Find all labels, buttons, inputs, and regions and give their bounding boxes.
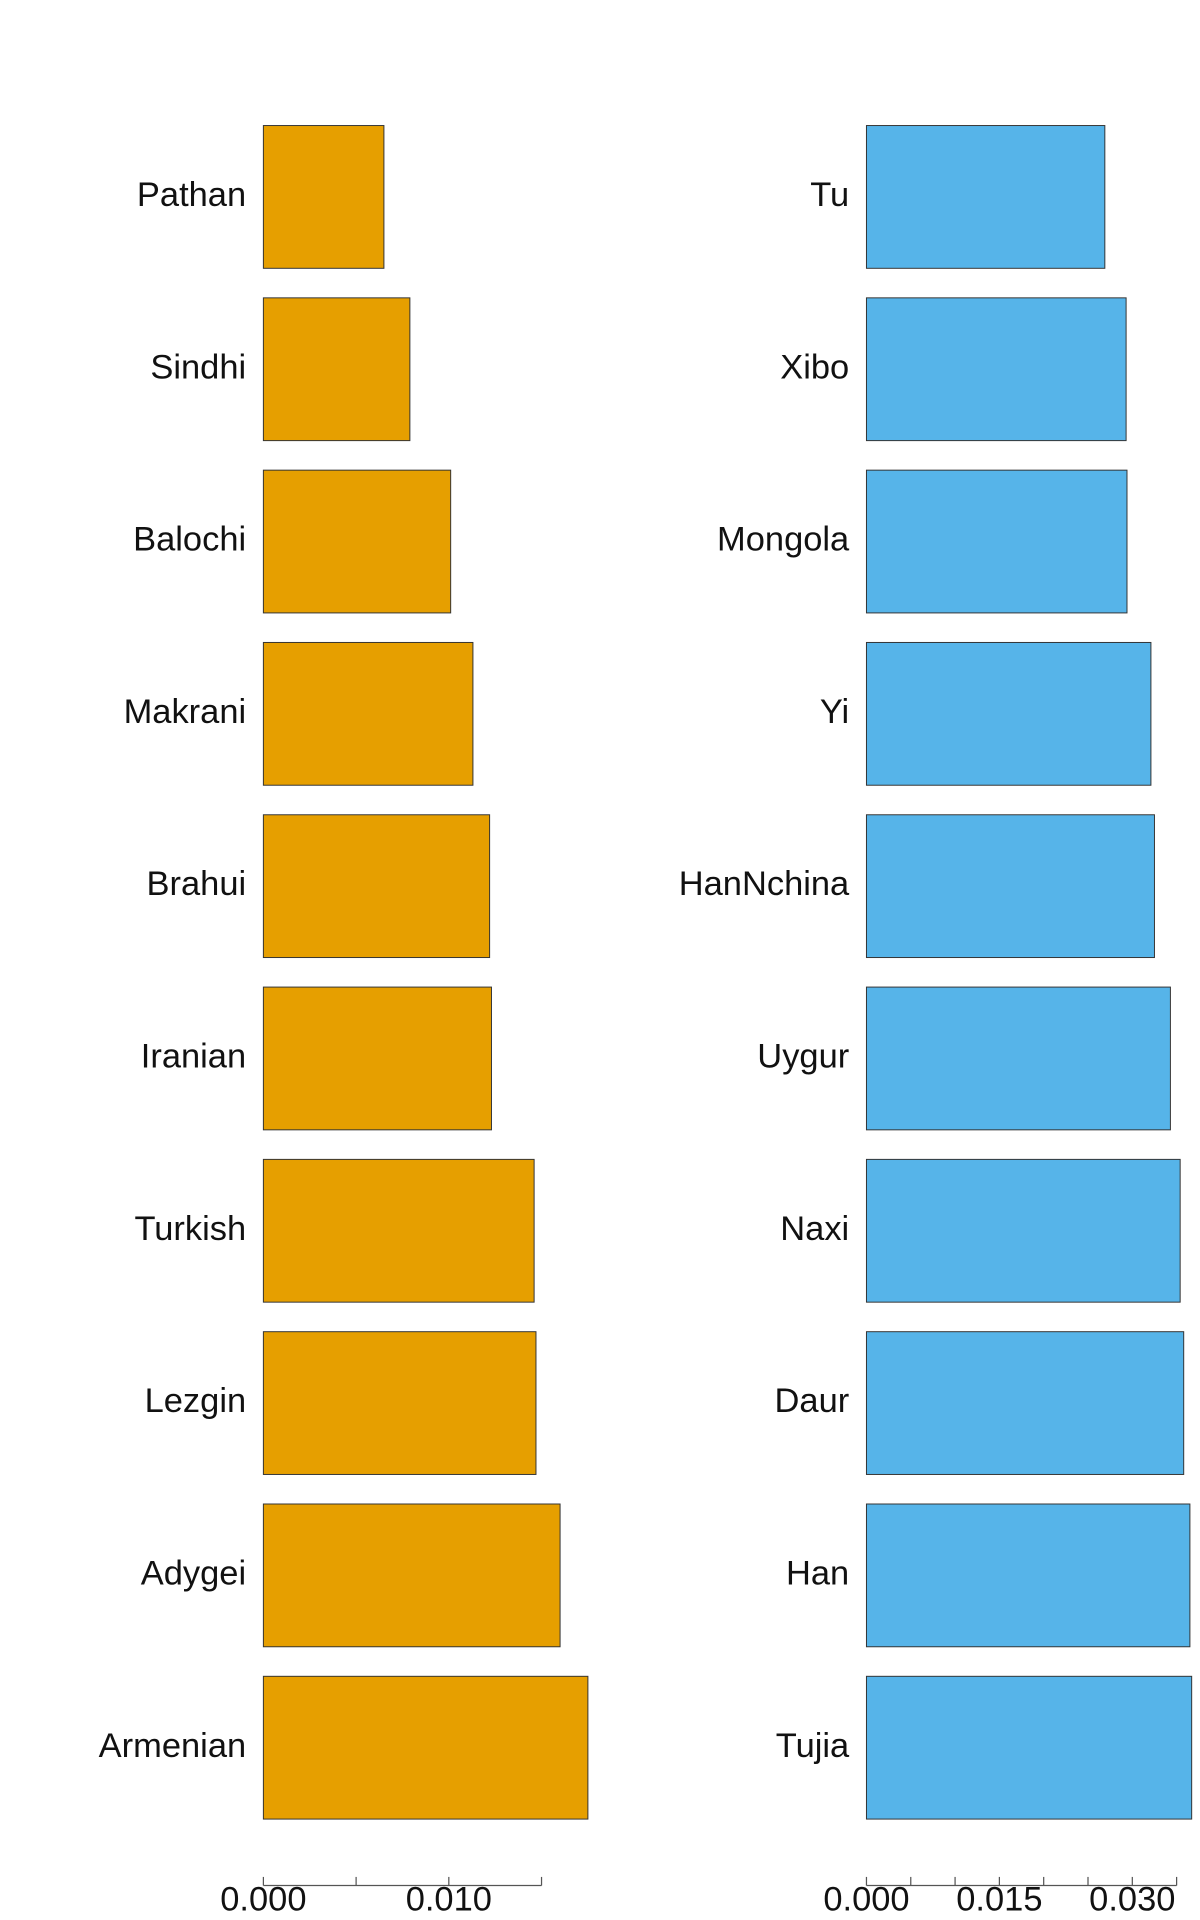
bar xyxy=(865,469,1128,614)
y-tick-label: Xibo xyxy=(780,348,849,386)
y-tick-label: Armenian xyxy=(99,1727,246,1765)
bar xyxy=(262,1675,589,1820)
x-tick-label: 0.010 xyxy=(406,1881,492,1919)
bar xyxy=(865,641,1152,786)
y-tick-label: Iranian xyxy=(141,1038,246,1076)
y-tick-label: Uygur xyxy=(757,1038,849,1076)
bar xyxy=(865,1158,1181,1303)
y-tick-label: Tujia xyxy=(776,1727,850,1765)
y-tick-label: Yi xyxy=(820,693,849,731)
x-tick-label: 0.000 xyxy=(220,1881,306,1919)
bar xyxy=(262,814,491,959)
x-tick-label: 0.015 xyxy=(956,1881,1042,1919)
y-tick-label: Mongola xyxy=(717,521,850,559)
y-tick-label: Adygei xyxy=(141,1554,246,1592)
bar xyxy=(262,641,474,786)
bar xyxy=(262,1158,535,1303)
y-tick-label: Lezgin xyxy=(145,1382,247,1420)
bar xyxy=(262,125,385,269)
bar xyxy=(262,469,452,614)
y-tick-label: Sindhi xyxy=(150,348,246,386)
y-tick-label: Turkish xyxy=(134,1210,246,1248)
bar xyxy=(865,986,1171,1131)
y-tick-label: HanNchina xyxy=(679,865,850,903)
bar xyxy=(865,125,1106,269)
x-tick-label: 0.000 xyxy=(823,1881,909,1919)
bar xyxy=(262,297,411,442)
y-tick-label: Balochi xyxy=(133,521,246,559)
x-tick-label: 0.030 xyxy=(1089,1881,1175,1919)
y-tick-label: Daur xyxy=(775,1382,850,1420)
y-tick-label: Naxi xyxy=(780,1210,849,1248)
bar xyxy=(865,297,1127,442)
y-tick-label: Pathan xyxy=(137,176,246,214)
y-tick-label: Tu xyxy=(810,176,849,214)
bar xyxy=(865,1331,1185,1475)
y-tick-label: Makrani xyxy=(124,693,247,731)
bar xyxy=(262,1503,561,1648)
y-tick-label: Brahui xyxy=(147,865,247,903)
bar xyxy=(865,814,1155,959)
bar xyxy=(865,1675,1193,1820)
bar xyxy=(865,1503,1191,1648)
bar xyxy=(262,986,492,1131)
bar xyxy=(262,1331,537,1475)
y-tick-label: Han xyxy=(786,1554,849,1592)
